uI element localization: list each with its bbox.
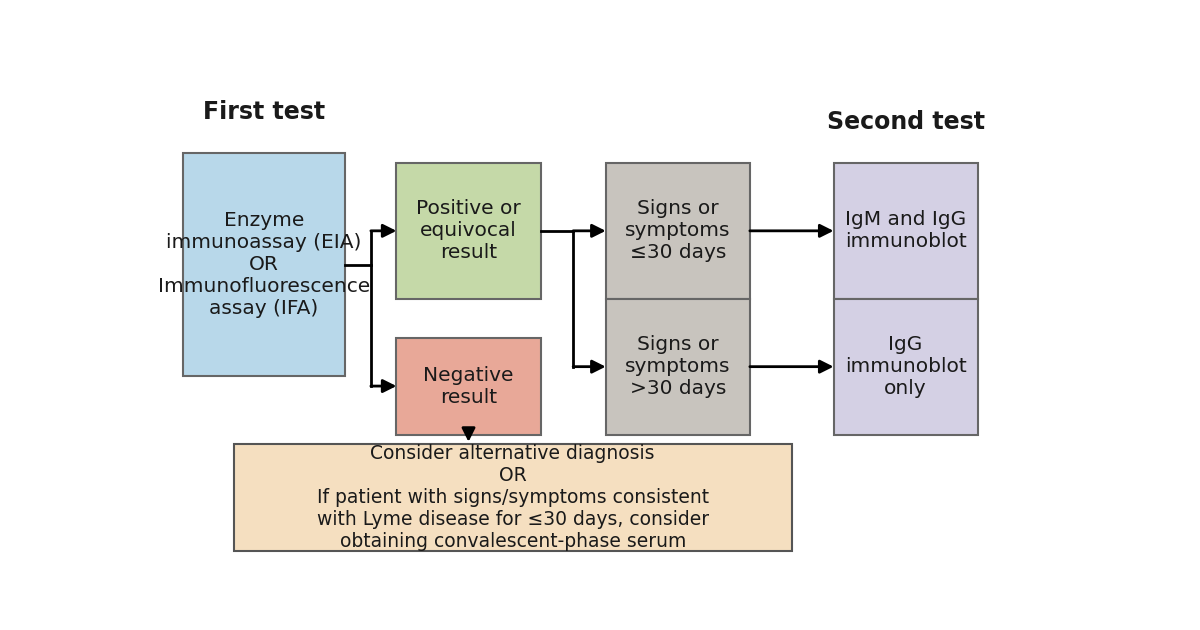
Text: First test: First test	[203, 100, 325, 124]
FancyBboxPatch shape	[606, 299, 750, 435]
Text: Consider alternative diagnosis
OR
If patient with signs/symptoms consistent
with: Consider alternative diagnosis OR If pat…	[317, 444, 709, 551]
FancyBboxPatch shape	[396, 338, 541, 435]
Text: Signs or
symptoms
>30 days: Signs or symptoms >30 days	[625, 335, 731, 398]
FancyBboxPatch shape	[606, 163, 750, 299]
FancyBboxPatch shape	[234, 444, 792, 551]
Text: Second test: Second test	[827, 110, 985, 134]
FancyBboxPatch shape	[396, 163, 541, 299]
FancyBboxPatch shape	[834, 163, 978, 299]
Text: Positive or
equivocal
result: Positive or equivocal result	[416, 199, 521, 262]
FancyBboxPatch shape	[182, 153, 346, 376]
Text: IgM and IgG
immunoblot: IgM and IgG immunoblot	[845, 210, 966, 251]
Text: Signs or
symptoms
≤30 days: Signs or symptoms ≤30 days	[625, 199, 731, 262]
Text: IgG
immunoblot
only: IgG immunoblot only	[845, 335, 966, 398]
Text: Enzyme
immunoassay (EIA)
OR
Immunofluorescence
assay (IFA): Enzyme immunoassay (EIA) OR Immunofluore…	[158, 211, 370, 318]
FancyBboxPatch shape	[834, 299, 978, 435]
Text: Negative
result: Negative result	[424, 365, 514, 406]
